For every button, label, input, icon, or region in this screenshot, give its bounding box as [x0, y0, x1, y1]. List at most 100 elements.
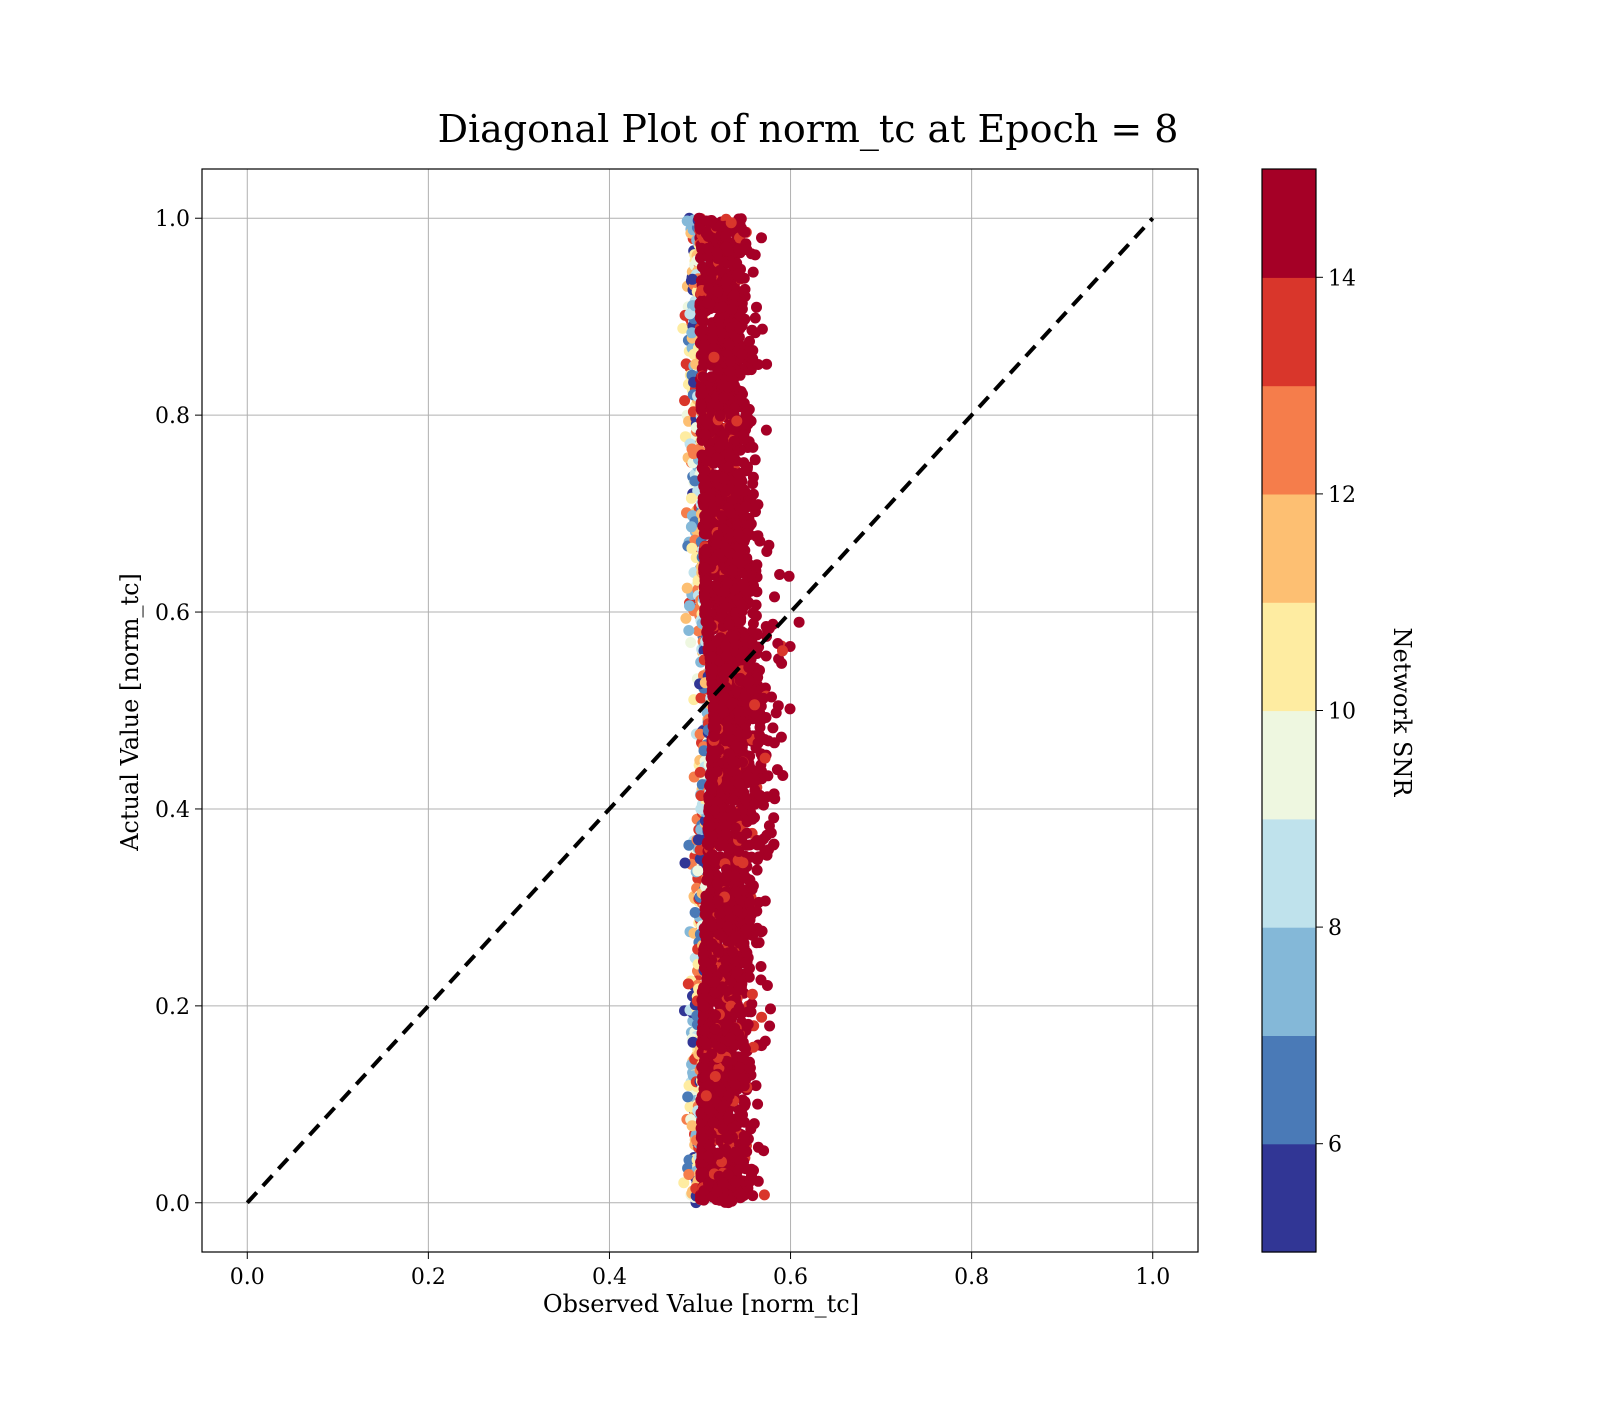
scatter-point [703, 283, 715, 295]
y-tick-label: 0.4 [155, 798, 190, 823]
scatter-point [724, 365, 736, 377]
scatter-point [739, 957, 751, 969]
scatter-point [747, 1190, 759, 1202]
scatter-point [734, 309, 746, 321]
scatter-point [763, 539, 775, 551]
scatter-point [688, 448, 699, 460]
scatter-point [702, 839, 714, 851]
scatter-point [699, 429, 711, 441]
scatter-point [683, 1154, 695, 1166]
scatter-point [740, 501, 752, 512]
scatter-point [734, 557, 746, 569]
scatter-point [760, 712, 772, 723]
x-tick-label: 0.0 [230, 1265, 265, 1290]
scatter-point [736, 349, 748, 360]
scatter-point [758, 1189, 770, 1201]
scatter-point [735, 1112, 747, 1123]
scatter-point [745, 248, 757, 260]
scatter-point [728, 795, 739, 806]
scatter-point [751, 905, 763, 917]
scatter-point [706, 678, 718, 690]
scatter-point [748, 1118, 760, 1130]
scatter-point [732, 706, 744, 717]
y-tick-label: 0.8 [155, 404, 190, 429]
scatter-point [752, 1141, 764, 1153]
scatter-point [747, 488, 759, 500]
colorbar-bin [1262, 1035, 1316, 1145]
scatter-point [729, 1078, 741, 1090]
scatter-point [709, 505, 721, 517]
scatter-point [749, 499, 760, 511]
scatter-point [763, 820, 775, 832]
scatter-point [749, 454, 761, 466]
scatter-point [704, 1079, 715, 1091]
scatter-point [711, 766, 723, 778]
colorbar-label: Network SNR [1388, 628, 1416, 798]
scatter-point [720, 640, 732, 652]
scatter-point [698, 1000, 710, 1012]
scatter-point [733, 982, 745, 994]
colorbar-bin [1262, 1143, 1316, 1253]
scatter-point [697, 948, 709, 960]
scatter-point [696, 449, 708, 461]
scatter-point [744, 1062, 756, 1074]
colorbar-tick-label: 10 [1328, 700, 1356, 725]
scatter-point [718, 392, 730, 404]
scatter-point [702, 1151, 714, 1162]
scatter-point [741, 728, 753, 740]
scatter-point [749, 312, 761, 324]
scatter-point [731, 686, 743, 698]
x-tick-label: 0.4 [592, 1265, 627, 1290]
scatter-point [682, 978, 694, 990]
scatter-point [721, 780, 733, 792]
scatter-point [747, 353, 759, 365]
scatter-point [709, 730, 721, 742]
colorbar-tick-label: 8 [1328, 916, 1342, 941]
scatter-point [712, 895, 724, 907]
scatter-point [700, 575, 712, 587]
scatter-point [728, 632, 740, 644]
scatter-point [689, 907, 701, 918]
scatter-point [692, 834, 704, 846]
scatter-point [734, 323, 746, 335]
scatter-point [752, 1175, 764, 1187]
scatter-point [705, 620, 717, 632]
scatter-point [713, 313, 725, 325]
scatter-point [710, 715, 722, 727]
y-axis-label: Actual Value [norm_tc] [116, 573, 144, 852]
scatter-point [730, 1177, 742, 1188]
scatter-point [708, 555, 720, 567]
scatter-point [727, 564, 738, 576]
scatter-point [784, 703, 796, 715]
scatter-point [718, 963, 730, 975]
scatter-point [715, 1043, 727, 1055]
scatter-point [752, 1098, 764, 1110]
colorbar-bin [1262, 927, 1316, 1036]
scatter-point [746, 441, 758, 453]
scatter-point [754, 729, 766, 741]
scatter-point [740, 923, 752, 935]
scatter-point [699, 590, 711, 602]
scatter-point [708, 1117, 719, 1128]
scatter-point [683, 839, 695, 851]
scatter-point [749, 798, 761, 810]
scatter-point [728, 289, 740, 301]
scatter-point [759, 752, 771, 764]
scatter-point [759, 1035, 771, 1047]
scatter-point [709, 745, 721, 757]
scatter-point [714, 410, 726, 422]
scatter-point [722, 1056, 734, 1068]
scatter-point [694, 728, 706, 740]
scatter-point [714, 909, 726, 920]
scatter-point [683, 625, 695, 636]
scatter-points [677, 212, 805, 1209]
reference-line [245, 216, 1155, 1205]
scatter-point [720, 276, 732, 288]
x-tick-label: 0.8 [954, 1265, 989, 1290]
scatter-point [777, 645, 788, 657]
scatter-point [733, 846, 745, 857]
scatter-point [761, 829, 773, 841]
scatter-point [732, 468, 744, 480]
scatter-point [740, 1043, 751, 1055]
scatter-point [723, 1111, 735, 1123]
